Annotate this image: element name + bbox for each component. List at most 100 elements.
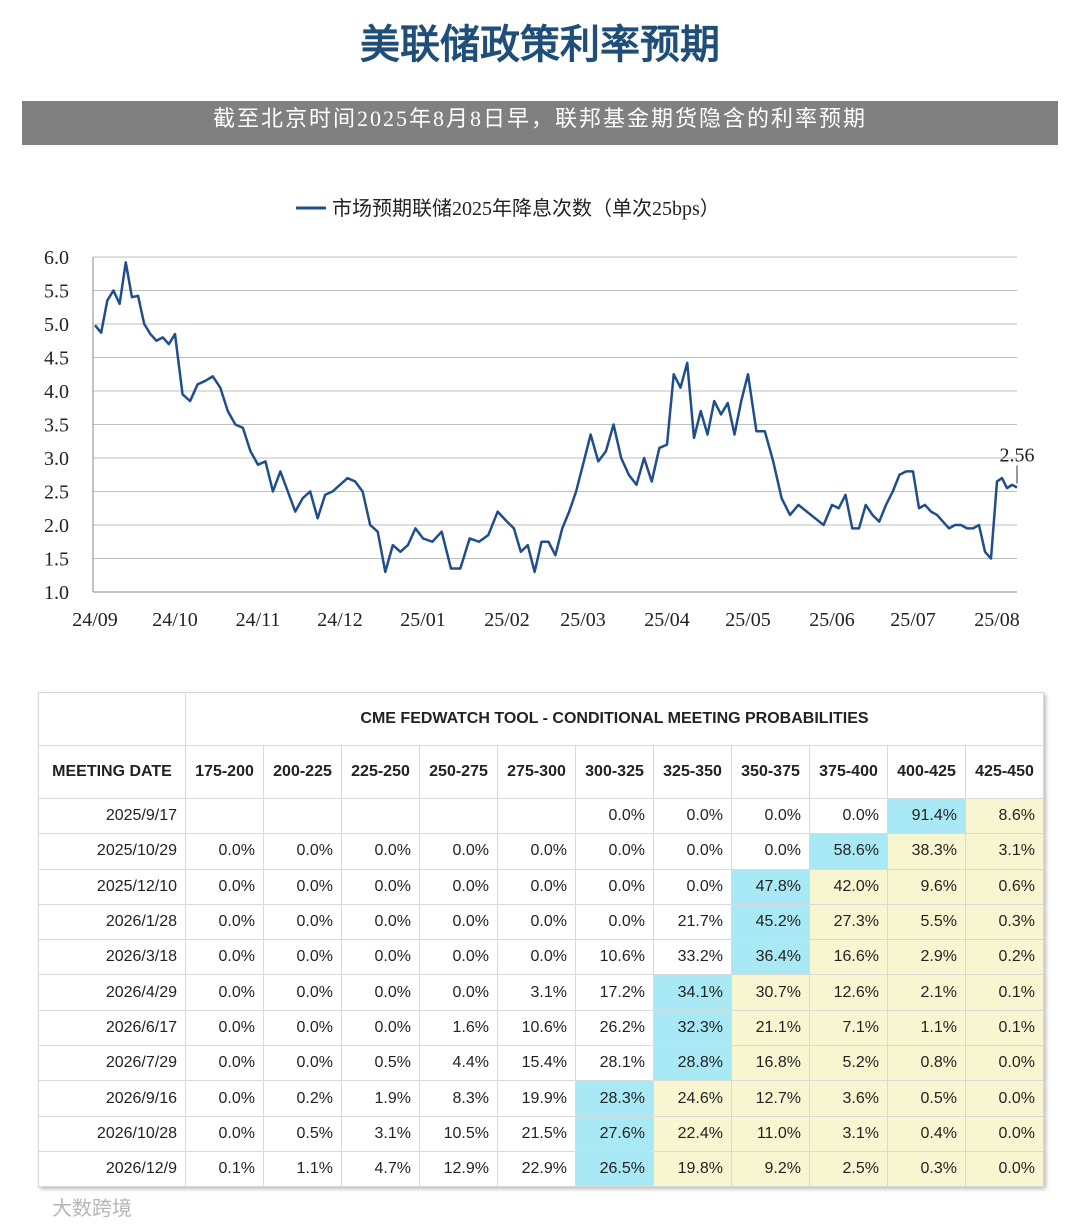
probability-cell: 0.0% <box>653 868 732 905</box>
probability-cell: 21.5% <box>497 1115 576 1152</box>
probability-cell: 0.0% <box>185 1045 264 1082</box>
probability-cell: 0.4% <box>887 1115 966 1152</box>
meeting-date: 2025/9/17 <box>38 797 186 835</box>
x-tick-label: 24/10 <box>152 609 198 631</box>
column-header: 250-275 <box>419 745 498 799</box>
table-row: 2026/12/9 0.1% 1.1% 4.7% 12.9% 22.9% 26.5% 19.8… <box>38 1150 1044 1188</box>
probability-cell: 0.2% <box>263 1080 342 1117</box>
probability-cell: 0.0% <box>965 1115 1044 1152</box>
probability-cell: 0.0% <box>965 1045 1044 1082</box>
probability-cell: 0.0% <box>263 903 342 941</box>
y-tick-label: 2.0 <box>44 515 69 537</box>
x-tick-label: 25/05 <box>725 609 771 631</box>
probability-cell: 0.0% <box>341 974 420 1011</box>
probability-cell: 27.6% <box>575 1115 654 1152</box>
probability-cell: 0.2% <box>965 939 1044 976</box>
probability-cell: 28.8% <box>653 1045 732 1082</box>
probability-cell: 0.0% <box>185 1080 264 1117</box>
probability-cell: 0.0% <box>497 833 576 870</box>
probability-cell: 3.1% <box>965 833 1044 870</box>
probability-cell: 0.1% <box>965 974 1044 1011</box>
probability-cell: 26.5% <box>575 1150 654 1188</box>
probability-cell: 0.0% <box>809 797 888 835</box>
probability-cell: 26.2% <box>575 1009 654 1047</box>
probability-cell: 36.4% <box>731 939 810 976</box>
subtitle-banner: 截至北京时间2025年8月8日早，联邦基金期货隐含的利率预期 <box>22 101 1058 145</box>
table-row: 2025/12/10 0.0% 0.0% 0.0% 0.0% 0.0% 0.0% 0.0% 47… <box>38 868 1044 905</box>
probability-cell: 1.9% <box>341 1080 420 1117</box>
probability-cell: 3.6% <box>809 1080 888 1117</box>
probability-cell: 10.6% <box>497 1009 576 1047</box>
table-row: 2025/10/29 0.0% 0.0% 0.0% 0.0% 0.0% 0.0% 0.0% 0.… <box>38 833 1044 870</box>
probability-cell: 42.0% <box>809 868 888 905</box>
y-tick-label: 1.5 <box>44 549 69 571</box>
probability-cell: 4.7% <box>341 1150 420 1188</box>
probability-cell: 28.3% <box>575 1080 654 1117</box>
probability-cell: 0.0% <box>185 833 264 870</box>
probability-cell: 0.0% <box>419 939 498 976</box>
probability-cell: 0.0% <box>419 833 498 870</box>
probability-cell: 0.3% <box>965 903 1044 941</box>
probability-cell: 0.0% <box>653 833 732 870</box>
column-header: 175-200 <box>185 745 264 799</box>
header-row: MEETING DATE 175-200 200-225 225-250 250-275… <box>38 745 1044 799</box>
meeting-date: 2026/4/29 <box>38 974 186 1011</box>
probability-cell: 0.0% <box>263 1009 342 1047</box>
probability-cell: 0.0% <box>185 1115 264 1152</box>
probability-cell: 16.8% <box>731 1045 810 1082</box>
probability-cell: 16.6% <box>809 939 888 976</box>
probability-cell: 0.0% <box>185 974 264 1011</box>
empty-cell <box>419 797 498 835</box>
column-header: 400-425 <box>887 745 966 799</box>
probability-cell: 3.1% <box>341 1115 420 1152</box>
probability-cell: 7.1% <box>809 1009 888 1047</box>
y-tick-label: 3.5 <box>44 415 69 437</box>
column-header: 350-375 <box>731 745 810 799</box>
probability-cell: 30.7% <box>731 974 810 1011</box>
x-tick-label: 25/03 <box>560 609 606 631</box>
meeting-date: 2025/12/10 <box>38 868 186 905</box>
probability-cell: 11.0% <box>731 1115 810 1152</box>
probability-cell: 0.0% <box>341 939 420 976</box>
probability-cell: 19.8% <box>653 1150 732 1188</box>
probability-cell: 2.9% <box>887 939 966 976</box>
probability-cell: 0.8% <box>887 1045 966 1082</box>
probability-cell: 8.3% <box>419 1080 498 1117</box>
probability-cell: 0.0% <box>185 868 264 905</box>
empty-cell <box>185 797 264 835</box>
probability-table: CME FEDWATCH TOOL - CONDITIONAL MEETING … <box>38 692 1044 1188</box>
probability-cell: 0.0% <box>575 903 654 941</box>
chart: 市场预期联储2025年降息次数（单次25bps） 1.0 1.5 2.0 2.5 3.0 3… <box>44 197 1035 631</box>
probability-cell: 38.3% <box>887 833 966 870</box>
empty-cell <box>341 797 420 835</box>
probability-cell: 0.0% <box>419 974 498 1011</box>
probability-cell: 0.0% <box>263 974 342 1011</box>
x-tick-label: 24/12 <box>317 609 363 631</box>
table-row: 2025/9/17 0.0% 0.0% 0.0% 0.0% 91.4% 8.6% <box>38 797 1044 835</box>
probability-cell: 15.4% <box>497 1045 576 1082</box>
probability-cell: 0.0% <box>419 903 498 941</box>
x-tick-label: 25/04 <box>644 609 690 631</box>
probability-cell: 12.6% <box>809 974 888 1011</box>
probability-cell: 3.1% <box>809 1115 888 1152</box>
table-row: 2026/6/17 0.0% 0.0% 0.0% 1.6% 10.6% 26.2% 32.3%… <box>38 1009 1044 1047</box>
probability-cell: 19.9% <box>497 1080 576 1117</box>
page-title: 美联储政策利率预期 <box>360 22 720 68</box>
table-row: 2026/4/29 0.0% 0.0% 0.0% 0.0% 3.1% 17.2% 34.1% 3… <box>38 974 1044 1011</box>
probability-cell: 5.5% <box>887 903 966 941</box>
probability-cell: 0.0% <box>419 868 498 905</box>
probability-cell: 2.5% <box>809 1150 888 1188</box>
probability-cell: 0.0% <box>653 797 732 835</box>
column-header: 225-250 <box>341 745 420 799</box>
probability-cell: 8.6% <box>965 797 1044 835</box>
empty-cell <box>497 797 576 835</box>
probability-cell: 1.6% <box>419 1009 498 1047</box>
probability-cell: 0.0% <box>263 939 342 976</box>
column-header: MEETING DATE <box>38 745 186 799</box>
column-header: 275-300 <box>497 745 576 799</box>
meeting-date: 2026/1/28 <box>38 903 186 941</box>
probability-cell: 0.0% <box>341 903 420 941</box>
probability-cell: 0.0% <box>497 939 576 976</box>
probability-cell: 0.0% <box>965 1150 1044 1188</box>
probability-cell: 0.1% <box>965 1009 1044 1047</box>
